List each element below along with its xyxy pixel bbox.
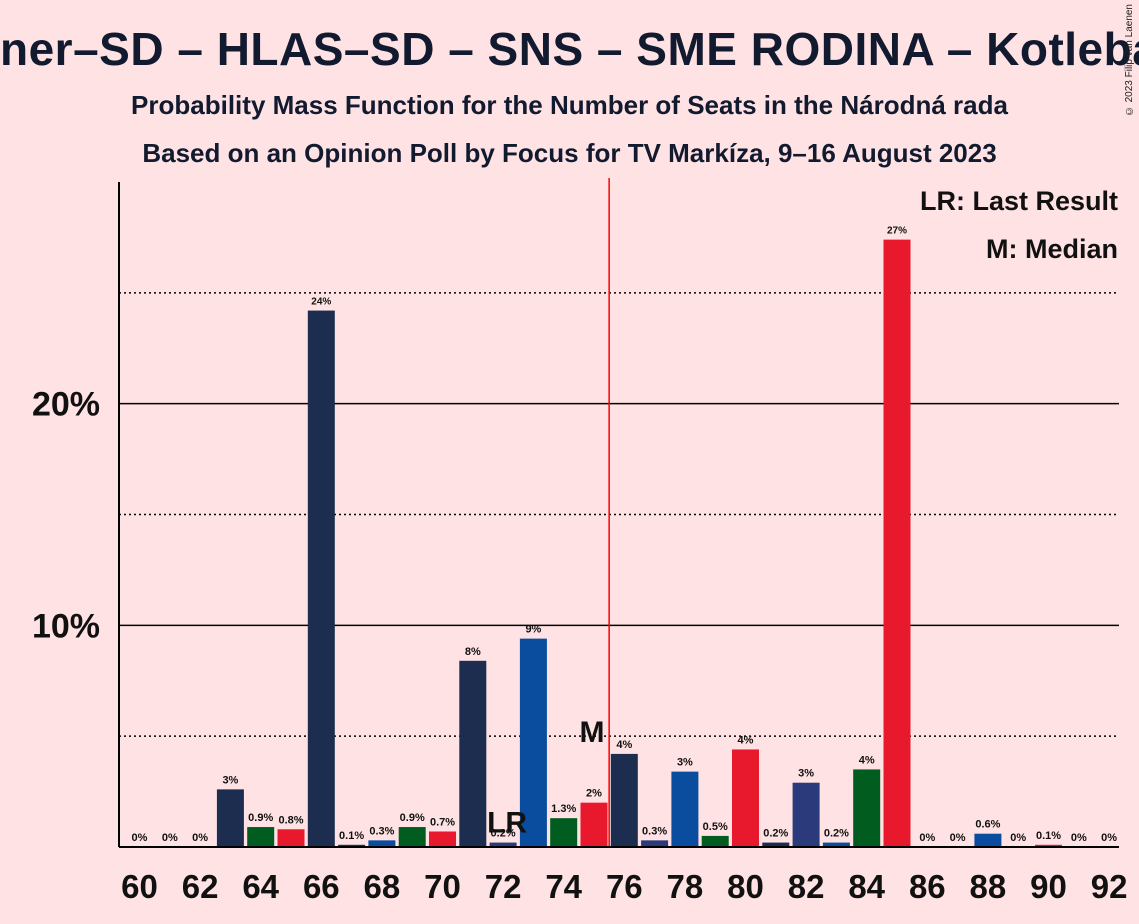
x-tick-label: 82 <box>788 868 825 905</box>
data-label-seat-66: 24% <box>311 297 331 308</box>
data-label-seat-88: 0.6% <box>975 819 1000 831</box>
legend-median: M: Median <box>986 234 1118 264</box>
data-labels-layer: 0% 0% 0% 3% 0.9% 0.8% 24% 0.1% 0.3% 0.9% 0.7% 8% 0.2… <box>132 226 1118 844</box>
data-label-seat-67: 0.1% <box>339 830 364 842</box>
bar-seat-79 <box>701 835 729 847</box>
bar-seat-71 <box>459 660 487 847</box>
bar-seat-75 <box>580 802 608 847</box>
data-label-seat-87: 0% <box>950 832 966 844</box>
bar-seat-84 <box>853 769 881 847</box>
legend: LR: Last Result M: Median <box>920 186 1118 264</box>
x-tick-label: 80 <box>727 868 764 905</box>
data-label-seat-71: 8% <box>465 646 481 658</box>
x-tick-label: 78 <box>667 868 704 905</box>
bar-seat-73 <box>519 638 547 847</box>
data-label-seat-61: 0% <box>162 832 178 844</box>
data-label-seat-83: 0.2% <box>824 828 849 840</box>
data-label-seat-65: 0.8% <box>278 814 303 826</box>
bar-seat-65 <box>277 829 305 847</box>
data-label-seat-79: 0.5% <box>703 821 728 833</box>
data-label-seat-86: 0% <box>919 832 935 844</box>
data-label-seat-75: 2% <box>586 788 602 800</box>
x-tick-label: 72 <box>485 868 522 905</box>
data-label-seat-68: 0.3% <box>369 825 394 837</box>
data-label-seat-69: 0.9% <box>400 812 425 824</box>
bar-seat-77 <box>641 840 669 847</box>
grid-layer <box>119 292 1119 737</box>
data-label-seat-64: 0.9% <box>248 812 273 824</box>
x-tick-label: 74 <box>545 868 582 905</box>
bar-seat-82 <box>792 782 820 847</box>
x-tick-label: 60 <box>121 868 158 905</box>
data-label-seat-77: 0.3% <box>642 825 667 837</box>
bar-seat-85 <box>883 239 911 848</box>
bar-seat-74 <box>550 818 578 847</box>
bar-seat-72 <box>489 842 517 847</box>
data-label-seat-78: 3% <box>677 757 693 769</box>
data-label-seat-62: 0% <box>192 832 208 844</box>
x-tick-label: 86 <box>909 868 946 905</box>
chart-subtitle-poll: Based on an Opinion Poll by Focus for TV… <box>142 138 997 168</box>
y-tick-label: 20% <box>32 386 100 424</box>
chart-subtitle: Probability Mass Function for the Number… <box>131 90 1008 120</box>
data-label-seat-82: 3% <box>798 768 814 780</box>
y-tick-label: 10% <box>32 607 100 645</box>
bar-seat-78 <box>671 771 699 847</box>
legend-last-result: LR: Last Result <box>920 186 1118 216</box>
x-tick-label: 66 <box>303 868 340 905</box>
bars-layer <box>216 239 1062 848</box>
bar-seat-70 <box>429 831 456 847</box>
data-label-seat-76: 4% <box>616 739 632 751</box>
data-label-seat-84: 4% <box>859 754 875 766</box>
bar-seat-69 <box>398 827 426 847</box>
bar-seat-68 <box>368 840 396 847</box>
data-label-seat-89: 0% <box>1010 832 1026 844</box>
data-label-seat-72: 0.2% <box>491 828 516 840</box>
x-tick-label: 84 <box>848 868 885 905</box>
x-tick-label: 90 <box>1030 868 1067 905</box>
bar-seat-64 <box>247 827 275 847</box>
bar-seat-81 <box>762 842 790 847</box>
data-label-seat-80: 4% <box>738 734 754 746</box>
x-tick-label: 68 <box>364 868 401 905</box>
bar-seat-80 <box>732 749 759 847</box>
data-label-seat-60: 0% <box>132 832 148 844</box>
x-tick-label: 88 <box>970 868 1007 905</box>
bar-seat-88 <box>974 833 1002 847</box>
data-label-seat-81: 0.2% <box>763 828 788 840</box>
data-label-seat-91: 0% <box>1071 832 1087 844</box>
data-label-seat-90: 0.1% <box>1036 830 1061 842</box>
data-label-seat-73: 9% <box>525 624 541 636</box>
data-label-seat-85: 27% <box>887 226 907 237</box>
bar-seat-66 <box>307 310 335 848</box>
bar-seat-63 <box>216 789 244 847</box>
bar-seat-76 <box>610 753 638 847</box>
bar-seat-67 <box>338 844 366 847</box>
bar-seat-83 <box>822 842 850 847</box>
x-tick-label: 62 <box>182 868 219 905</box>
x-tick-label: 92 <box>1091 868 1128 905</box>
axis-layer: 10% 20% 60 62 64 66 68 70 72 74 76 78 80 82 84 86 88 90 92 <box>32 178 1128 905</box>
last-result-marker: LR <box>487 807 527 840</box>
x-tick-label: 76 <box>606 868 643 905</box>
data-label-seat-70: 0.7% <box>430 816 455 828</box>
data-label-seat-74: 1.3% <box>551 803 576 815</box>
x-tick-label: 64 <box>242 868 279 905</box>
data-label-seat-63: 3% <box>222 774 238 786</box>
data-label-seat-92: 0% <box>1101 832 1117 844</box>
bar-seat-90 <box>1035 844 1062 847</box>
median-marker: M <box>580 716 605 749</box>
x-tick-label: 70 <box>424 868 461 905</box>
chart-title: ner–SD – HLAS–SD – SNS – SME RODINA – Ko… <box>0 23 1139 75</box>
